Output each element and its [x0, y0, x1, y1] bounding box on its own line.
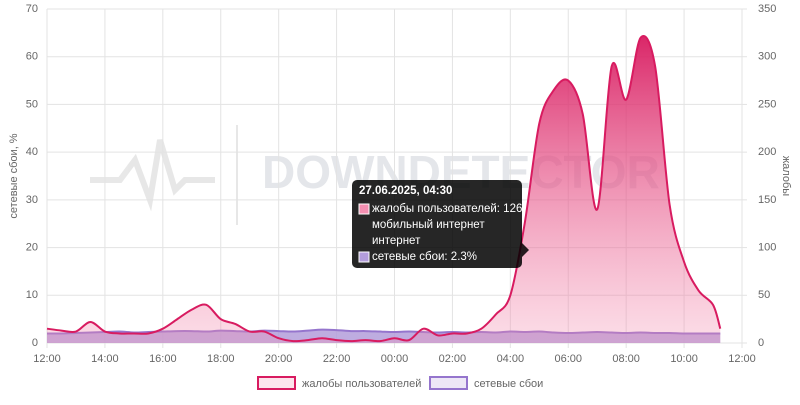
tooltip-box — [352, 180, 522, 268]
y2-tick-label: 150 — [758, 194, 776, 206]
legend-label: сетевые сбои — [474, 378, 543, 390]
legend-swatch — [257, 376, 296, 390]
legend-label: жалобы пользователей — [302, 378, 421, 390]
x-tick-label: 18:00 — [207, 353, 235, 365]
x-tick-label: 00:00 — [381, 353, 409, 365]
x-tick-label: 16:00 — [149, 353, 177, 365]
y-tick-label: 60 — [26, 51, 38, 63]
tooltip-item: сетевые сбои: 2.3% — [372, 251, 477, 263]
y2-tick-label: 0 — [758, 337, 764, 349]
y-tick-label: 50 — [26, 98, 38, 110]
x-tick-label: 22:00 — [323, 353, 351, 365]
x-tick-label: 12:00 — [728, 353, 756, 365]
watermark-logo — [90, 125, 238, 225]
x-tick-label: 14:00 — [91, 353, 119, 365]
y2-tick-label: 50 — [758, 289, 770, 301]
tooltip-title: 27.06.2025, 04:30 — [359, 185, 452, 197]
x-tick-label: 04:00 — [497, 353, 525, 365]
tooltip: 27.06.2025, 04:30 жалобы пользователей: 1… — [352, 180, 529, 268]
tooltip-item: мобильный интернет — [372, 219, 485, 231]
tooltip-swatch — [358, 251, 370, 263]
x-tick-label: 08:00 — [612, 353, 640, 365]
tooltip-item: интернет — [372, 235, 421, 247]
tooltip-item: жалобы пользователей: 126 — [372, 203, 522, 215]
y-tick-label: 70 — [26, 3, 38, 15]
tooltip-arrow — [522, 243, 529, 257]
y-tick-label: 40 — [26, 146, 38, 158]
y-tick-label: 30 — [26, 194, 38, 206]
series-line — [46, 35, 722, 343]
area-fill — [47, 35, 721, 343]
x-tick-label: 20:00 — [265, 353, 293, 365]
y2-tick-label: 300 — [758, 51, 776, 63]
y2-tick-label: 100 — [758, 241, 776, 253]
y-tick-label: 0 — [32, 337, 38, 349]
y-axis-label: сетевые сбои, % — [8, 133, 20, 218]
tooltip-swatch — [358, 203, 370, 215]
y2-tick-label: 350 — [758, 3, 776, 15]
y-tick-label: 10 — [26, 289, 38, 301]
y2-tick-label: 250 — [758, 98, 776, 110]
y-tick-label: 20 — [26, 241, 38, 253]
x-tick-label: 06:00 — [554, 353, 582, 365]
legend-swatch — [429, 376, 468, 390]
x-tick-label: 02:00 — [439, 353, 467, 365]
x-tick-label: 10:00 — [670, 353, 698, 365]
x-tick-label: 12:00 — [33, 353, 61, 365]
y2-tick-label: 200 — [758, 146, 776, 158]
y2-axis-label: жалобы — [780, 156, 792, 196]
